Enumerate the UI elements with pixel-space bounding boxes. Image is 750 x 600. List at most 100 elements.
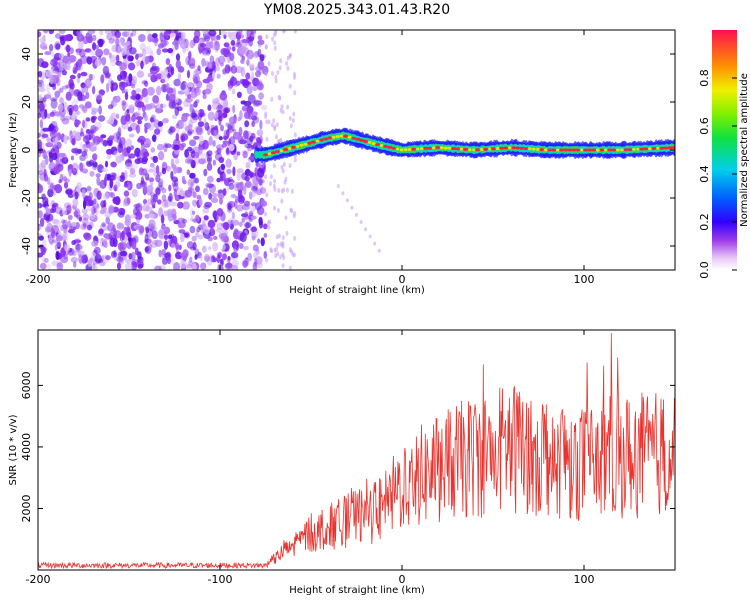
ridge-core: [447, 146, 452, 150]
ridge-core: [299, 143, 304, 147]
noise-blob: [51, 260, 59, 267]
noise-blob: [65, 189, 70, 196]
noise-blob: [103, 48, 110, 56]
noise-blob: [41, 133, 49, 138]
noise-blob: [206, 82, 213, 91]
noise-blob: [246, 49, 254, 60]
noise-blob: [112, 206, 120, 213]
noise-blob: [279, 241, 283, 247]
noise-blob: [251, 144, 255, 150]
noise-blob: [137, 135, 146, 143]
noise-blob: [158, 181, 163, 189]
noise-blob: [122, 198, 126, 208]
x-tick-label: 0: [399, 273, 406, 286]
noise-blob: [182, 201, 190, 210]
ridge-core: [282, 148, 289, 151]
noise-blob: [78, 135, 82, 141]
noise-blob: [241, 204, 250, 211]
noise-blob: [171, 181, 176, 187]
y-tick-label: 40: [20, 47, 33, 61]
noise-blob: [237, 189, 243, 200]
noise-blob: [241, 217, 245, 222]
noise-blob: [206, 156, 211, 162]
noise-blob: [77, 95, 84, 101]
noise-blob: [70, 257, 79, 263]
noise-blob: [144, 246, 149, 253]
noise-blob: [151, 62, 157, 71]
noise-blob: [148, 168, 154, 173]
noise-blob: [168, 93, 176, 104]
noise-blob: [135, 124, 141, 134]
noise-blob: [215, 57, 221, 67]
noise-blob: [126, 40, 131, 46]
noise-blob: [67, 214, 73, 221]
noise-blob: [167, 234, 173, 240]
noise-blob: [128, 133, 135, 138]
noise-blob: [236, 151, 241, 156]
noise-blob: [282, 30, 286, 34]
noise-blob: [241, 105, 248, 112]
noise-blob: [78, 254, 83, 264]
noise-blob: [180, 142, 186, 148]
noise-blob: [71, 147, 78, 154]
ridge-core: [303, 142, 308, 146]
noise-blob: [113, 119, 118, 126]
ridge-core: [339, 134, 344, 138]
noise-blob: [233, 245, 239, 253]
noise-blob: [144, 233, 149, 244]
noise-blob: [38, 225, 42, 230]
noise-blob: [149, 162, 155, 168]
noise-blob: [130, 251, 136, 261]
ridge-core: [343, 134, 349, 138]
noise-blob: [258, 100, 263, 106]
noise-blob: [151, 37, 159, 43]
noise-blob: [289, 52, 292, 58]
ridge-core: [475, 148, 481, 152]
noise-blob: [115, 113, 120, 119]
noise-blob: [44, 206, 51, 216]
noise-blob: [257, 48, 262, 58]
noise-blob: [279, 107, 283, 113]
noise-blob: [127, 126, 133, 132]
noise-blob: [38, 235, 44, 241]
noise-blob: [286, 65, 290, 71]
noise-blob: [95, 207, 99, 216]
noise-blob: [289, 123, 293, 129]
noise-blob: [45, 208, 52, 218]
noise-blob: [126, 181, 131, 190]
ridge-core: [327, 136, 332, 140]
noise-blob: [52, 84, 57, 91]
noise-blob: [92, 161, 98, 168]
noise-blob: [116, 262, 122, 270]
noise-blob: [242, 38, 249, 43]
ridge-core: [319, 138, 325, 142]
noise-blob: [293, 72, 296, 77]
noise-blob: [216, 222, 224, 230]
noise-blob: [152, 193, 158, 203]
noise-blob: [39, 119, 44, 129]
ridge-core: [671, 146, 675, 150]
noise-blob: [159, 264, 166, 270]
noise-blob: [125, 138, 132, 149]
noise-blob: [259, 119, 263, 130]
ridge-core: [416, 147, 420, 151]
noise-blob: [227, 125, 233, 134]
noise-blob: [195, 126, 203, 133]
noise-blob: [223, 98, 229, 109]
noise-blob: [98, 105, 102, 115]
noise-blob: [163, 68, 169, 77]
noise-blob: [239, 110, 243, 120]
ridge-core: [396, 147, 400, 151]
noise-blob: [223, 135, 229, 141]
noise-blob: [115, 54, 120, 63]
noise-blob: [143, 185, 148, 192]
noise-blob: [46, 177, 51, 185]
noise-blob: [76, 77, 81, 84]
noise-blob: [199, 255, 203, 261]
noise-blob: [92, 153, 98, 161]
noise-blob: [243, 130, 249, 140]
noise-blob: [81, 150, 88, 157]
noise-blob: [192, 71, 196, 79]
noise-blob: [169, 125, 174, 136]
noise-blob: [189, 39, 195, 49]
